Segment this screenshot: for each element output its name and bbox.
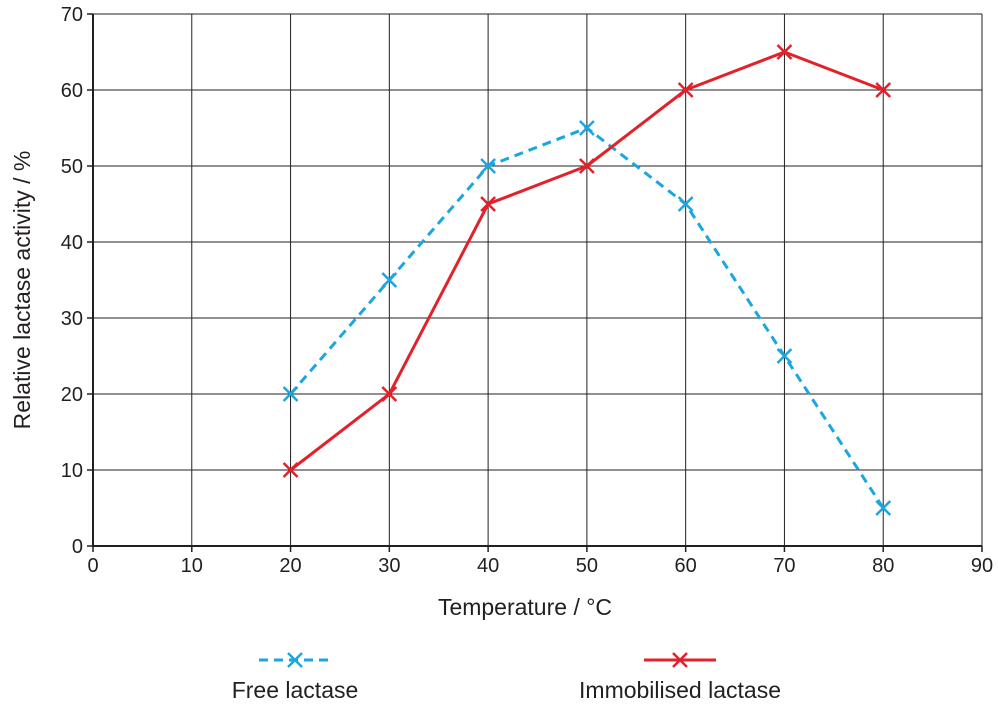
immobilised-lactase-point bbox=[480, 196, 496, 212]
free-lactase-point bbox=[875, 500, 892, 516]
y-tick-label: 30 bbox=[61, 308, 83, 330]
immobilised-lactase-point bbox=[776, 44, 793, 60]
legend-label: Free lactase bbox=[232, 677, 359, 703]
y-tick-label: 20 bbox=[61, 384, 83, 406]
immobilised-lactase-point bbox=[579, 158, 595, 174]
immobilised-lactase-point bbox=[677, 82, 694, 98]
free-lactase-point bbox=[480, 158, 496, 174]
immobilised-lactase-point bbox=[282, 462, 299, 478]
y-tick-label: 0 bbox=[72, 536, 83, 558]
x-tick-label: 10 bbox=[181, 555, 203, 577]
y-tick-label: 70 bbox=[61, 4, 83, 26]
free-lactase-point bbox=[381, 272, 398, 288]
axes bbox=[87, 13, 983, 552]
grid bbox=[92, 13, 983, 547]
y-tick-label: 10 bbox=[61, 460, 83, 482]
y-tick-label: 40 bbox=[61, 232, 83, 254]
y-axis-title: Relative lactase activity / % bbox=[9, 151, 35, 430]
x-tick-label: 40 bbox=[477, 555, 499, 577]
legend-label: Immobilised lactase bbox=[579, 677, 781, 703]
legend-marker bbox=[672, 652, 688, 668]
x-tick-label: 80 bbox=[872, 555, 894, 577]
legend: Free lactase Immobilised lactase bbox=[232, 652, 781, 703]
legend-item-free-lactase: Free lactase bbox=[232, 652, 359, 703]
tick-labels: 0 10 20 30 40 50 60 70 80 90 0 10 20 30 40 50 60 70 bbox=[61, 4, 993, 577]
free-lactase-point bbox=[282, 386, 299, 402]
x-tick-label: 90 bbox=[971, 555, 993, 577]
immobilised-lactase-point bbox=[875, 82, 892, 98]
legend-marker bbox=[287, 652, 303, 668]
x-tick-label: 30 bbox=[378, 555, 400, 577]
x-tick-label: 70 bbox=[773, 555, 795, 577]
x-axis-title: Temperature / °C bbox=[438, 594, 612, 620]
legend-item-immobilised-lactase: Immobilised lactase bbox=[579, 652, 781, 703]
free-lactase-point bbox=[677, 196, 694, 212]
x-tick-label: 0 bbox=[87, 555, 98, 577]
x-tick-label: 60 bbox=[675, 555, 697, 577]
series-layer bbox=[282, 44, 892, 516]
immobilised-lactase-point bbox=[381, 386, 398, 402]
x-tick-label: 50 bbox=[576, 555, 598, 577]
y-tick-label: 60 bbox=[61, 80, 83, 102]
x-tick-label: 20 bbox=[279, 555, 301, 577]
y-tick-label: 50 bbox=[61, 156, 83, 178]
free-lactase-point bbox=[579, 120, 595, 136]
free-lactase-point bbox=[776, 348, 793, 364]
